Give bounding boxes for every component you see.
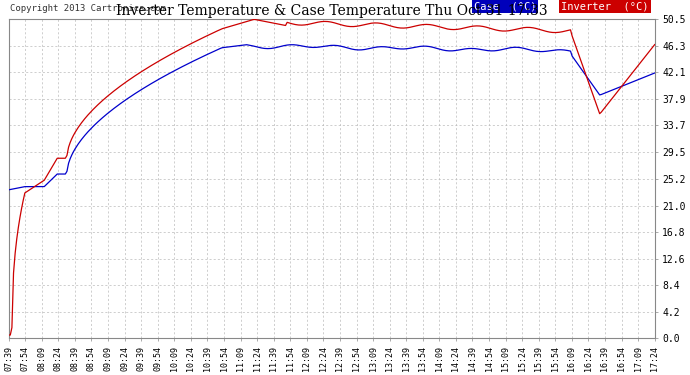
Text: Inverter  (°C): Inverter (°C)	[561, 2, 649, 11]
Text: Case  (°C): Case (°C)	[474, 2, 536, 11]
Text: Copyright 2013 Cartronics.com: Copyright 2013 Cartronics.com	[10, 4, 166, 13]
Title: Inverter Temperature & Case Temperature Thu Oct 31 17:33: Inverter Temperature & Case Temperature …	[116, 4, 547, 18]
